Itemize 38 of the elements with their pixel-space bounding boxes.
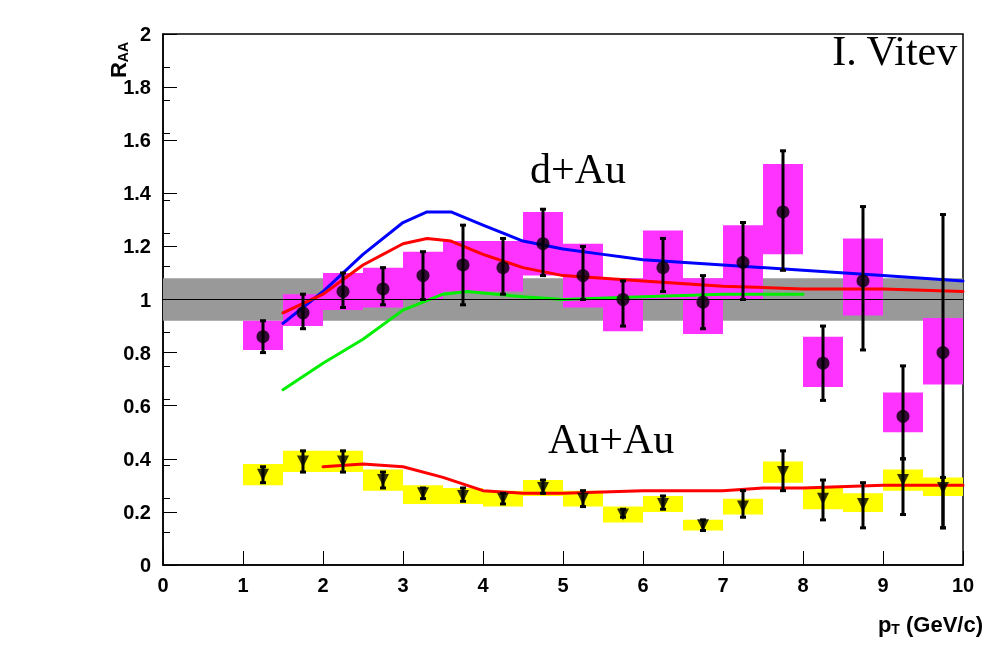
x-tick-label: 3 [397, 574, 409, 596]
point [656, 261, 670, 275]
y-tick-label: 1.6 [123, 129, 151, 152]
x-tick-label: 7 [717, 574, 729, 596]
y-tick-label: 1.2 [123, 235, 151, 258]
y-tick-label: 1 [139, 288, 151, 311]
x-tick-label: 1 [237, 574, 249, 596]
annotation: d+Au [530, 146, 627, 192]
x-axis-title: pT (GeV/c) [877, 611, 984, 637]
point [536, 237, 550, 251]
point [576, 269, 590, 283]
x-tick-label: 10 [951, 574, 975, 596]
line-series [281, 210, 965, 325]
line-series [281, 236, 965, 315]
point [856, 274, 870, 288]
x-tick-label: 0 [157, 574, 169, 596]
line-series [321, 462, 965, 495]
y-tick-label: 1.8 [123, 76, 151, 99]
annotation: Au+Au [548, 416, 675, 462]
x-tick-label: 4 [477, 574, 490, 596]
x-tick-label: 5 [557, 574, 569, 596]
y-tick-label: 0 [139, 554, 151, 576]
x-tick-label: 6 [637, 574, 649, 596]
point [776, 205, 790, 219]
x-tick-label: 9 [877, 574, 889, 596]
y-tick-label: 0.8 [123, 341, 151, 364]
x-tick-label: 8 [797, 574, 809, 596]
y-tick-label: 0.2 [123, 500, 151, 523]
annotation: I. Vitev [832, 28, 958, 74]
point [736, 255, 750, 269]
y-tick-label: 1.4 [123, 182, 152, 205]
y-tick-label: 2 [139, 23, 151, 45]
point [936, 346, 950, 360]
y-tick-label: 0.6 [123, 394, 151, 417]
line-series [281, 290, 805, 392]
x-tick-label: 2 [317, 574, 329, 596]
y-axis-title: RAA [105, 41, 131, 79]
y-tick-label: 0.4 [123, 447, 152, 470]
